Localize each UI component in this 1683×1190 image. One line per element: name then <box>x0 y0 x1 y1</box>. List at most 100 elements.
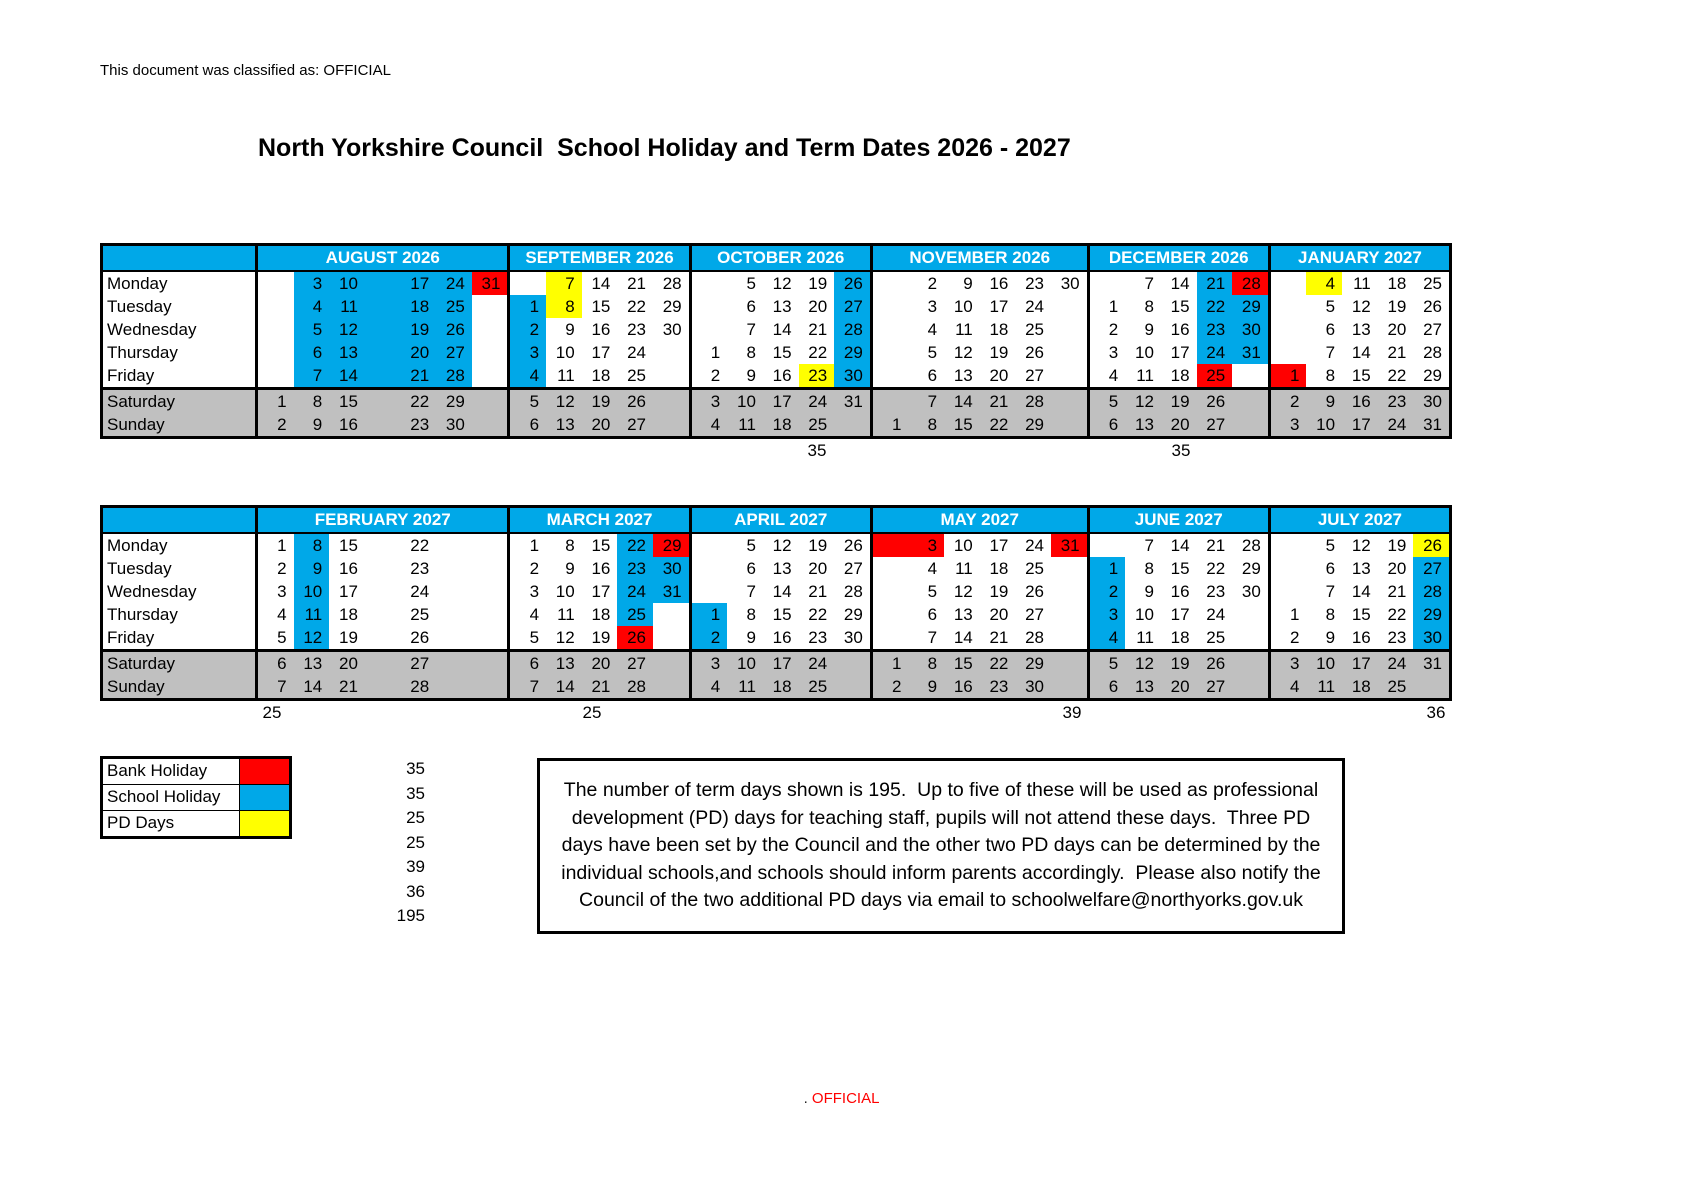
day-cell: 25 <box>1025 559 1044 578</box>
weekend-day-cell <box>1051 390 1087 413</box>
weekend-day-cell: 3 <box>1289 654 1300 673</box>
weekend-day-cell: 18 <box>772 415 792 434</box>
month-header-blank <box>103 246 255 272</box>
day-cell: 7 <box>1144 536 1154 555</box>
day-cell <box>1271 534 1307 557</box>
day-cell <box>653 626 689 649</box>
weekend-day-cell: 27 <box>1206 677 1226 696</box>
day-cell: 1 <box>1289 605 1300 624</box>
day-cell: 5 <box>1325 297 1336 316</box>
day-cell: 29 <box>653 534 689 557</box>
day-cell: 12 <box>772 536 792 555</box>
weekend-day-cell: 1 <box>891 654 902 673</box>
weekend-day-cell: 19 <box>1170 392 1190 411</box>
weekend-cells: 1 8 15 22 29 2 9 16 23 30 <box>872 649 1087 698</box>
day-cell: 17 <box>989 536 1009 555</box>
day-cell: 2 <box>927 274 938 293</box>
weekend-day-cell: 31 <box>1423 415 1443 434</box>
day-cell: 17 <box>591 582 611 601</box>
day-cell: 31 <box>653 580 689 603</box>
day-cell: 7 <box>546 272 582 295</box>
day-cell: 23 <box>1206 582 1226 601</box>
table-footer-count: 35 <box>807 441 827 460</box>
day-cell: 17 <box>591 343 611 362</box>
day-cell <box>472 534 508 557</box>
day-cell <box>510 272 546 295</box>
day-cell: 6 <box>927 366 938 385</box>
weekend-day-cell: 24 <box>808 392 828 411</box>
weekday-cells: 3 10 17 24 31 4 11 18 25 5 12 19 26 6 13 20 27 7 14 21 28 <box>258 272 508 387</box>
day-cell: 14 <box>1351 582 1371 601</box>
weekend-day-cell <box>653 652 689 675</box>
day-cell <box>1090 272 1126 295</box>
day-cell: 18 <box>1387 274 1407 293</box>
day-cell <box>472 318 508 341</box>
day-cell: 28 <box>843 582 863 601</box>
weekend-day-cell: 23 <box>1387 392 1407 411</box>
day-cell: 6 <box>1325 559 1336 578</box>
weekend-day-cell: 6 <box>1108 677 1119 696</box>
day-cell: 17 <box>1170 343 1190 362</box>
weekend-day-cell: 30 <box>1423 392 1443 411</box>
day-cell: 21 <box>400 364 437 387</box>
day-cell: 4 <box>927 559 938 578</box>
day-cell: 16 <box>1170 320 1190 339</box>
day-cell: 2 <box>1289 628 1300 647</box>
day-cell: 28 <box>1232 272 1268 295</box>
day-cell: 20 <box>808 559 828 578</box>
day-cell: 11 <box>557 366 575 385</box>
day-cell: 5 <box>529 628 540 647</box>
weekend-day-cell: 20 <box>1170 677 1190 696</box>
day-cell: 2 <box>1108 320 1119 339</box>
weekend-day-cell <box>1051 652 1087 675</box>
weekday-cells: 7 14 21 28 1 8 15 22 29 2 9 16 23 30 3 10 17 24 31 4 11 18 25 <box>1090 272 1268 387</box>
weekend-cells: 7 14 21 28 1 8 15 22 29 <box>872 387 1087 436</box>
day-cell: 20 <box>808 297 828 316</box>
day-cell: 14 <box>772 582 792 601</box>
weekend-day-cell <box>834 675 870 698</box>
day-cell: 9 <box>746 366 756 385</box>
weekend-day-cell <box>1232 390 1268 413</box>
day-cell: 11 <box>1136 366 1154 385</box>
day-cell: 31 <box>471 272 508 295</box>
day-cell <box>1232 626 1268 649</box>
day-cell: 30 <box>1413 626 1450 649</box>
weekend-day-cell: 24 <box>1387 654 1407 673</box>
day-cell: 7 <box>293 364 330 387</box>
day-cell: 17 <box>989 297 1009 316</box>
day-cell <box>365 626 401 649</box>
day-cell <box>873 603 909 626</box>
legend-label: School Holiday <box>107 787 221 806</box>
weekend-day-cell: 9 <box>927 677 938 696</box>
day-cell: 20 <box>1387 320 1407 339</box>
weekend-day-cell: 17 <box>772 654 792 673</box>
term-day-count: 25 <box>406 808 425 827</box>
day-cell: 2 <box>1089 580 1126 603</box>
day-cell <box>873 580 909 603</box>
day-cell: 6 <box>1325 320 1336 339</box>
month-block: MAY 2027 3 10 17 24 31 4 11 18 25 5 12 19 26 6 13 20 27 7 1… <box>869 508 1087 698</box>
day-cell: 12 <box>953 582 973 601</box>
day-label: Thursday <box>107 343 178 362</box>
day-label: Tuesday <box>107 559 172 578</box>
month-block: JANUARY 2027 4 11 18 25 5 12 19 26 6 13 20 27 7 14 21 28… <box>1267 246 1450 436</box>
calendar-table-aug2026-jan2027: Monday Tuesday Wednesday Thursday Friday Satu… <box>100 243 1452 439</box>
day-cell: 18 <box>1170 366 1190 385</box>
day-cell: 31 <box>1232 341 1268 364</box>
day-cell <box>1271 272 1307 295</box>
weekend-day-cell: 6 <box>1108 415 1119 434</box>
day-cell: 21 <box>989 628 1009 647</box>
day-label: Sunday <box>107 677 165 696</box>
day-cell: 7 <box>746 320 756 339</box>
month-block: OCTOBER 2026 5 12 19 26 6 13 20 27 7 14 21 28 1 8 15 22 2… <box>688 246 870 436</box>
day-label: Wednesday <box>107 582 197 601</box>
day-cell: 25 <box>1025 320 1044 339</box>
day-cell: 29 <box>1423 366 1443 385</box>
day-cell: 1 <box>510 295 547 318</box>
day-cell: 9 <box>565 559 575 578</box>
day-cell <box>1051 557 1087 580</box>
day-cell: 10 <box>1134 343 1154 362</box>
weekend-label-rows: Saturday Sunday <box>103 649 255 698</box>
day-cell: 30 <box>662 320 682 339</box>
day-cell <box>1232 603 1268 626</box>
